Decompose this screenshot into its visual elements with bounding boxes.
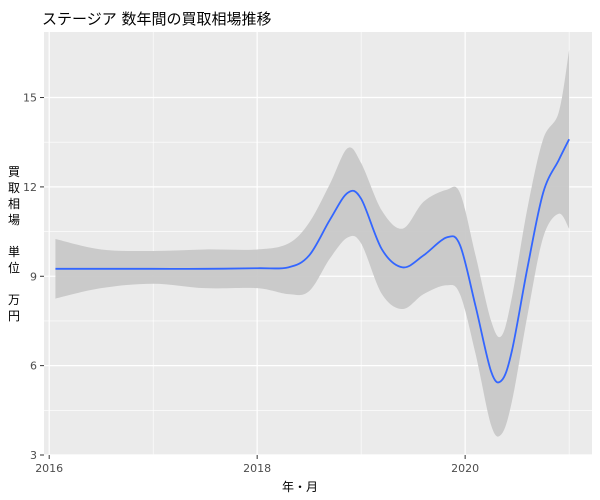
x-tick-label: 2020 [451,462,479,475]
confidence-band [55,49,570,437]
y-tick-label: 9 [30,270,37,283]
x-tick-label: 2018 [243,462,271,475]
x-tick-label: 2016 [35,462,63,475]
x-axis-label: 年・月 [281,480,318,494]
chart-title: ステージア 数年間の買取相場推移 [42,10,272,28]
axes: 3 6 9 12 15 2016 2018 2020 [23,92,479,475]
y-axis-label: 買 取 相 場 単 位 万 円 [7,165,20,323]
trend-line [55,138,570,384]
y-tick-label: 3 [30,449,37,462]
y-tick-label: 15 [23,92,37,105]
confidence-band-area [55,49,570,437]
y-tick-label: 12 [23,181,37,194]
trend-line-path [55,138,570,384]
y-tick-label: 6 [30,360,37,373]
